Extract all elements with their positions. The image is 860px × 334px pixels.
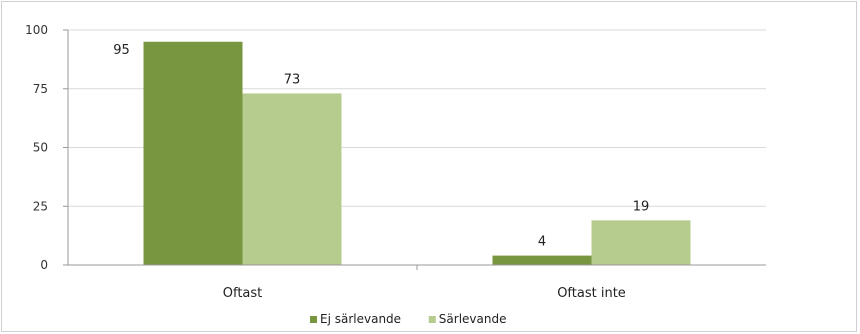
data-label: 4: [538, 235, 546, 250]
legend-swatch: [310, 316, 317, 323]
legend: Ej särlevande Särlevande: [310, 312, 506, 326]
bars: [143, 41, 691, 265]
legend-swatch: [428, 316, 436, 323]
data-labels: 95 73 4 19: [113, 43, 649, 250]
y-tick-label: 50: [33, 141, 48, 155]
bar-sarlevande: [591, 220, 691, 265]
y-tick-label: 25: [33, 199, 48, 213]
legend-label: Ej särlevande: [320, 312, 401, 326]
category-label: Oftast inte: [557, 286, 626, 301]
category-label: Oftast: [223, 286, 263, 301]
y-axis-ticks: 0 25 50 75 100: [25, 23, 68, 272]
x-axis-categories: Oftast Oftast inte: [223, 286, 626, 301]
y-tick-label: 100: [25, 23, 48, 37]
bar-ej-sarlevande: [143, 41, 243, 265]
data-label: 73: [284, 72, 301, 87]
y-tick-label: 0: [40, 258, 48, 272]
data-label: 95: [113, 43, 130, 58]
legend-label: Särlevande: [439, 312, 507, 326]
bar-ej-sarlevande: [492, 255, 592, 265]
axes: [67, 30, 766, 270]
y-tick-label: 75: [33, 82, 48, 96]
data-label: 19: [633, 199, 650, 214]
bar-sarlevande: [242, 93, 342, 265]
